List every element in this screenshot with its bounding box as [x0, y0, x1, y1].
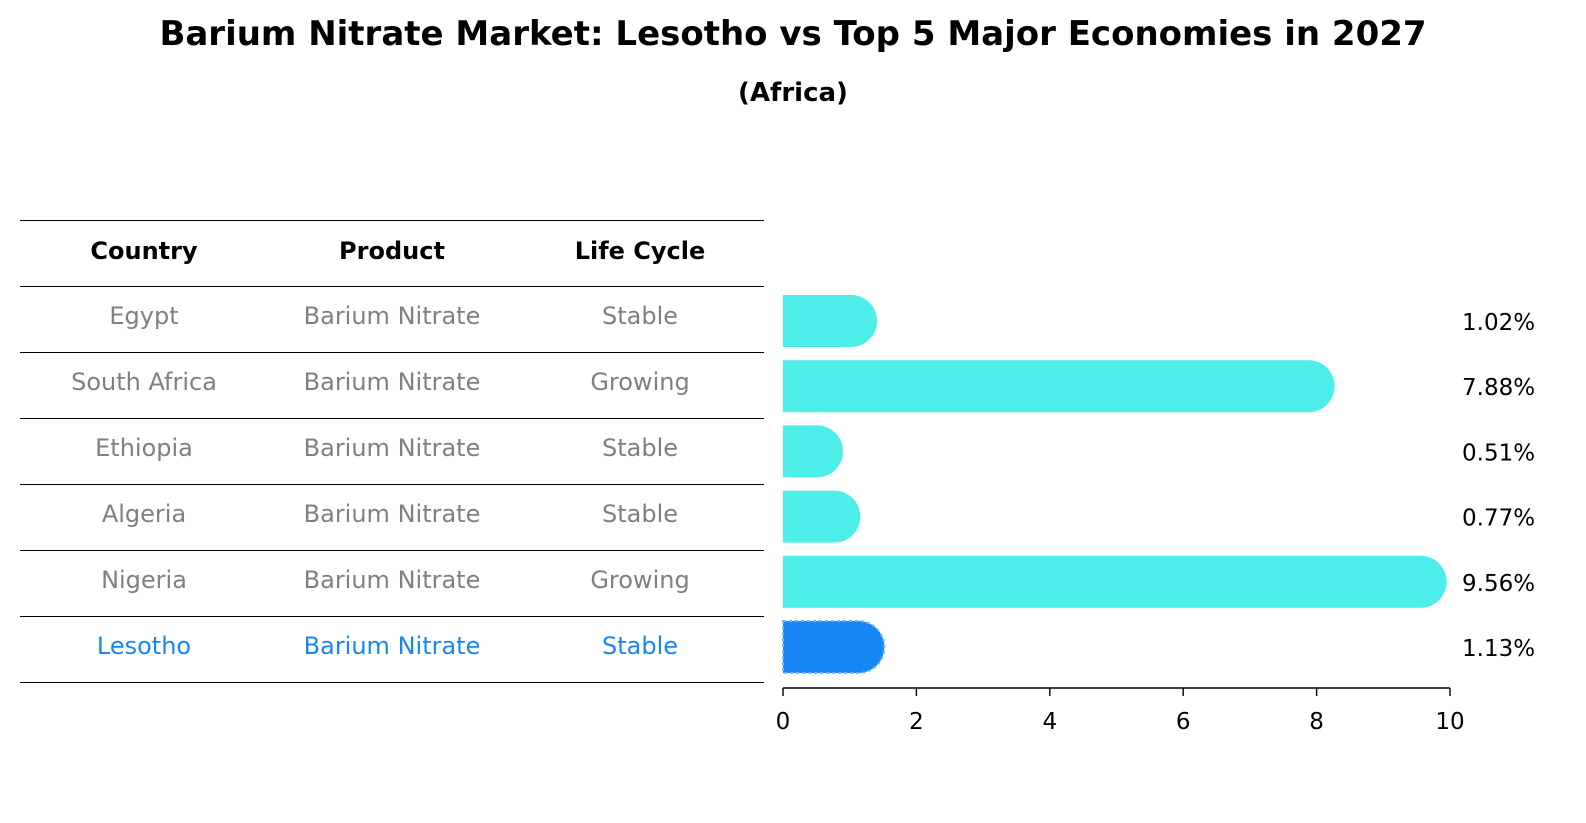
bar-lesotho — [782, 620, 886, 674]
bar-egypt — [783, 295, 878, 347]
column-header-country: Country — [90, 237, 198, 265]
bar-nigeria — [783, 555, 1447, 608]
x-tick-label: 8 — [1309, 709, 1324, 735]
x-tick-label: 6 — [1176, 709, 1191, 735]
table-cell-life-cycle: Stable — [601, 434, 679, 462]
table-cell-product: Barium Nitrate — [303, 500, 481, 528]
data-label-egypt: 1.02% — [1462, 310, 1535, 336]
table-cell-product: Barium Nitrate — [303, 566, 481, 594]
table-cell-country: Lesotho — [96, 632, 192, 660]
table-cell-country: Algeria — [101, 500, 187, 528]
column-header-product: Product — [339, 237, 445, 265]
column-header-life-cycle: Life Cycle — [574, 237, 706, 265]
table-cell-life-cycle: Growing — [590, 368, 690, 396]
data-label-lesotho: 1.13% — [1462, 636, 1535, 662]
data-label-nigeria: 9.56% — [1462, 571, 1535, 597]
bar-ethiopia — [783, 425, 844, 478]
chart-title: Barium Nitrate Market: Lesotho vs Top 5 … — [159, 14, 1427, 54]
table-cell-life-cycle: Growing — [590, 566, 690, 594]
table-cell-country: South Africa — [71, 368, 217, 396]
table-rule — [20, 286, 764, 287]
x-tick-label: 10 — [1435, 709, 1464, 735]
table-cell-life-cycle: Stable — [601, 302, 679, 330]
table-cell-country: Egypt — [109, 302, 179, 330]
table-cell-product: Barium Nitrate — [303, 632, 481, 660]
table-cell-life-cycle: Stable — [601, 632, 679, 660]
table-cell-product: Barium Nitrate — [303, 302, 481, 330]
table-cell-country: Nigeria — [101, 566, 187, 594]
x-tick-label: 2 — [909, 709, 924, 735]
table-cell-product: Barium Nitrate — [303, 368, 481, 396]
bar-algeria — [783, 490, 861, 543]
table-rule — [20, 220, 764, 221]
x-tick-label: 0 — [776, 709, 791, 735]
table-rule — [20, 550, 764, 551]
table-rule — [20, 616, 764, 617]
table-cell-product: Barium Nitrate — [303, 434, 481, 462]
table-rule — [20, 418, 764, 419]
data-label-algeria: 0.77% — [1462, 506, 1535, 532]
table-cell-country: Ethiopia — [95, 434, 193, 462]
x-tick-label: 4 — [1042, 709, 1057, 735]
data-label-ethiopia: 0.51% — [1462, 440, 1535, 466]
chart-subtitle: (Africa) — [738, 78, 848, 108]
table-rule — [20, 682, 764, 683]
table-rule — [20, 352, 764, 353]
table-cell-life-cycle: Stable — [601, 500, 679, 528]
data-label-south-africa: 7.88% — [1462, 375, 1535, 401]
bar-south-africa — [783, 360, 1335, 413]
table-rule — [20, 484, 764, 485]
